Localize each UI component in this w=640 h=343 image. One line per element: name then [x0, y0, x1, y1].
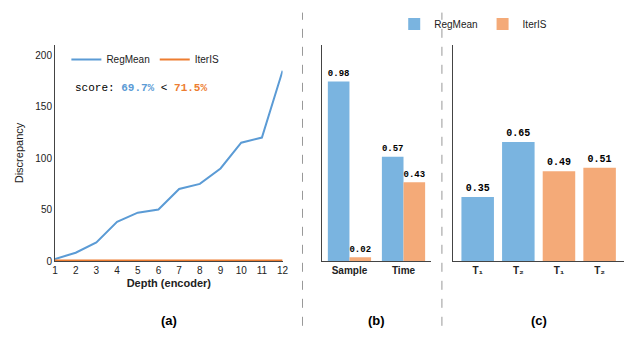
svg-text:Sample: Sample [332, 265, 368, 276]
svg-text:0.51: 0.51 [588, 154, 612, 165]
svg-text:50: 50 [41, 204, 53, 215]
svg-text:100: 100 [35, 153, 52, 164]
svg-text:5: 5 [135, 265, 141, 276]
svg-text:10: 10 [236, 265, 248, 276]
svg-text:0.43: 0.43 [404, 170, 426, 180]
svg-text:12: 12 [277, 265, 289, 276]
svg-text:(a): (a) [161, 313, 177, 328]
svg-text:T₁: T₁ [473, 265, 483, 276]
svg-text:T₁: T₁ [554, 265, 564, 276]
svg-text:IterIS: IterIS [195, 54, 219, 65]
svg-text:IterIS: IterIS [523, 19, 547, 30]
svg-text:11: 11 [257, 265, 268, 276]
svg-text:0.49: 0.49 [547, 157, 571, 168]
svg-text:0.65: 0.65 [506, 128, 530, 139]
svg-text:T₂: T₂ [513, 265, 524, 276]
svg-text:Discrepancy: Discrepancy [13, 122, 25, 183]
svg-text:0: 0 [46, 256, 52, 267]
svg-text:8: 8 [197, 265, 203, 276]
svg-text:4: 4 [114, 265, 120, 276]
svg-text:2: 2 [73, 265, 79, 276]
svg-text:0.98: 0.98 [328, 69, 350, 79]
svg-text:7: 7 [176, 265, 182, 276]
svg-text:RegMean: RegMean [106, 54, 149, 65]
svg-text:Depth (encoder): Depth (encoder) [127, 277, 212, 289]
svg-text:(c): (c) [531, 313, 547, 328]
svg-text:0.02: 0.02 [349, 245, 371, 255]
svg-text:150: 150 [35, 101, 52, 112]
svg-text:1: 1 [52, 265, 58, 276]
svg-text:Time: Time [392, 265, 416, 276]
svg-text:RegMean: RegMean [434, 19, 477, 30]
svg-text:T₂: T₂ [594, 265, 605, 276]
svg-text:200: 200 [35, 50, 52, 61]
svg-text:score: 69.7% < 71.5%: score: 69.7% < 71.5% [75, 82, 207, 94]
svg-text:0.35: 0.35 [466, 183, 490, 194]
svg-text:3: 3 [94, 265, 100, 276]
svg-text:(b): (b) [368, 313, 385, 328]
svg-text:0.57: 0.57 [382, 144, 404, 154]
svg-text:6: 6 [156, 265, 162, 276]
svg-text:9: 9 [218, 265, 224, 276]
